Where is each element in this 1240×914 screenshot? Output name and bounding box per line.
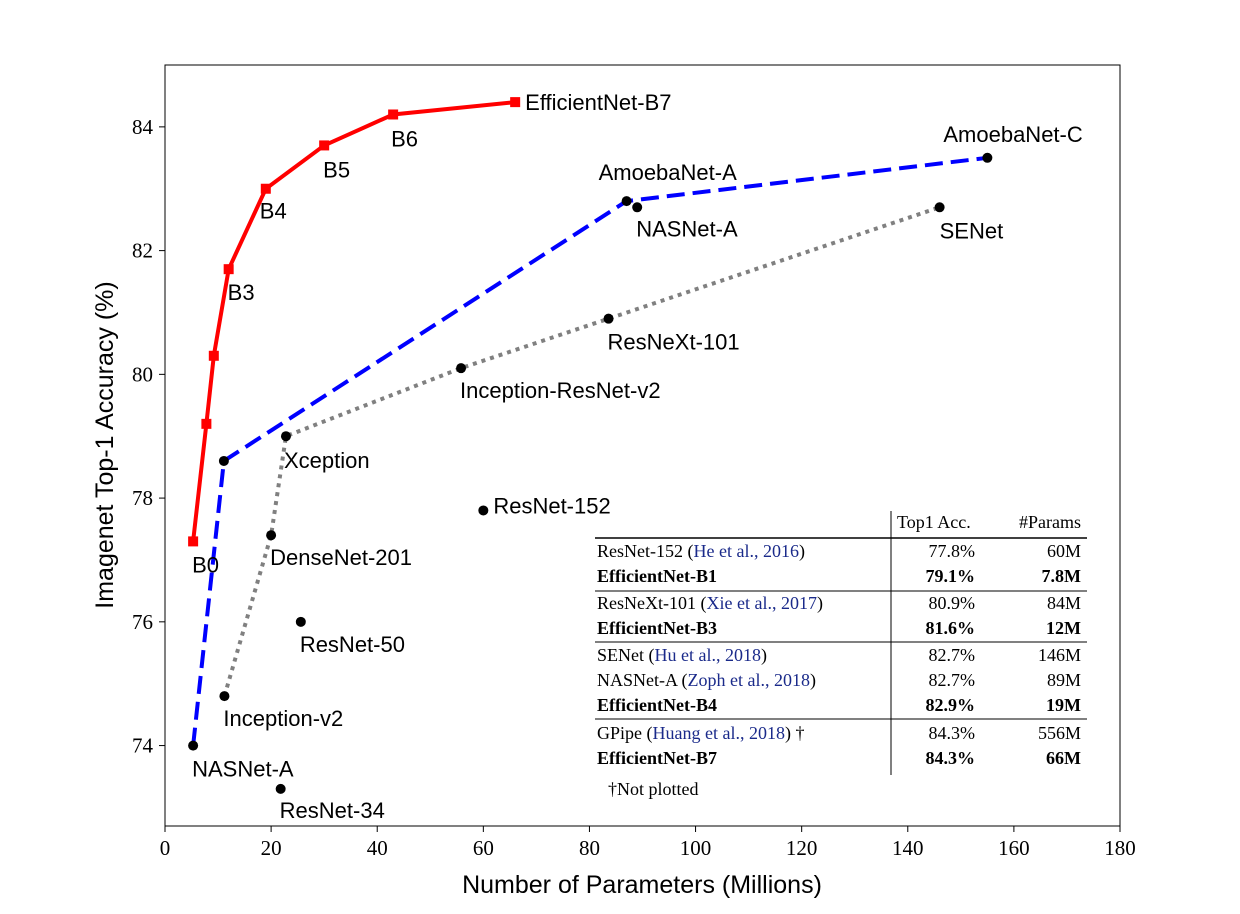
point-label: ResNet-34 xyxy=(280,798,385,823)
table-row-model: EfficientNet-B7 xyxy=(597,748,717,768)
data-point xyxy=(295,616,306,627)
data-point xyxy=(218,455,229,466)
y-tick-label: 82 xyxy=(132,239,153,263)
table-row-model: EfficientNet-B1 xyxy=(597,566,717,586)
table-footnote: †Not plotted xyxy=(608,779,699,799)
y-tick-label: 76 xyxy=(132,610,153,634)
data-point xyxy=(982,152,993,163)
data-point xyxy=(456,363,467,374)
x-tick-label: 100 xyxy=(680,836,712,860)
table-header: #Params xyxy=(1019,512,1081,532)
table-row-acc: 81.6% xyxy=(926,618,976,638)
point-label: Inception-v2 xyxy=(223,706,343,731)
series-line xyxy=(191,155,988,746)
y-axis-label: Imagenet Top-1 Accuracy (%) xyxy=(91,281,119,608)
data-point xyxy=(275,783,286,794)
y-tick-label: 74 xyxy=(132,734,154,758)
table-row-acc: 82.9% xyxy=(926,695,976,715)
data-point xyxy=(201,418,212,429)
data-point xyxy=(208,350,219,361)
table-row-model: EfficientNet-B3 xyxy=(597,618,717,638)
point-label: AmoebaNet-A xyxy=(599,160,738,185)
point-label: NASNet-A xyxy=(192,757,294,782)
table-row-params: 12M xyxy=(1046,618,1081,638)
data-point xyxy=(266,530,277,541)
point-label: AmoebaNet-C xyxy=(943,122,1083,147)
table-row-model: NASNet-A (Zoph et al., 2018) xyxy=(597,670,816,691)
point-label: B5 xyxy=(323,157,350,182)
point-label: ResNet-50 xyxy=(300,632,405,657)
data-point xyxy=(621,196,632,207)
data-point xyxy=(223,264,234,275)
y-tick-label: 78 xyxy=(132,486,153,510)
table-row-acc: 80.9% xyxy=(929,593,976,613)
data-point xyxy=(632,202,643,213)
data-point xyxy=(478,505,489,516)
data-point xyxy=(260,183,271,194)
point-label: Xception xyxy=(284,448,370,473)
table-row-acc: 77.8% xyxy=(929,541,976,561)
table-row-model: ResNet-152 (He et al., 2016) xyxy=(597,541,805,562)
y-tick-label: 80 xyxy=(132,362,153,386)
table-row-acc: 84.3% xyxy=(929,723,976,743)
data-point xyxy=(219,691,230,702)
x-tick-label: 0 xyxy=(160,836,171,860)
x-axis-label: Number of Parameters (Millions) xyxy=(462,871,822,899)
table-row-params: 84M xyxy=(1047,593,1081,613)
x-tick-label: 80 xyxy=(579,836,600,860)
point-label: DenseNet-201 xyxy=(270,545,412,570)
point-label: EfficientNet-B7 xyxy=(525,90,671,115)
series-line xyxy=(191,100,516,542)
y-tick-label: 84 xyxy=(132,115,154,139)
point-label: NASNet-A xyxy=(636,216,738,241)
x-tick-label: 160 xyxy=(998,836,1030,860)
x-tick-label: 180 xyxy=(1104,836,1136,860)
data-point xyxy=(188,536,199,547)
table-row-model: GPipe (Huang et al., 2018) † xyxy=(597,723,804,744)
series-line xyxy=(222,205,941,697)
table-row-acc: 79.1% xyxy=(926,566,976,586)
point-label: ResNet-152 xyxy=(493,493,610,518)
x-tick-label: 60 xyxy=(473,836,494,860)
point-label: B0 xyxy=(192,552,219,577)
data-point xyxy=(934,202,945,213)
point-label: B3 xyxy=(228,280,255,305)
point-label: ResNeXt-101 xyxy=(608,330,740,355)
data-point xyxy=(280,431,291,442)
comparison-table: Top1 Acc. #Params ResNet-152 (He et al., 2… xyxy=(595,511,1087,799)
table-row-model: EfficientNet-B4 xyxy=(597,695,717,715)
plot-frame xyxy=(164,64,1121,827)
data-point xyxy=(188,740,199,751)
table-row-params: 7.8M xyxy=(1042,566,1082,586)
table-row-params: 19M xyxy=(1046,695,1081,715)
table-row-model: SENet (Hu et al., 2018) xyxy=(597,645,767,666)
table-row-acc: 84.3% xyxy=(926,748,976,768)
table-row-params: 556M xyxy=(1038,723,1081,743)
table-row-acc: 82.7% xyxy=(929,645,976,665)
data-point xyxy=(603,313,614,324)
table-row-params: 66M xyxy=(1046,748,1081,768)
table-row-acc: 82.7% xyxy=(929,670,976,690)
data-point xyxy=(388,109,399,120)
data-point xyxy=(510,97,521,108)
x-tick-label: 140 xyxy=(892,836,924,860)
data-point xyxy=(319,140,330,151)
point-label: Inception-ResNet-v2 xyxy=(460,378,661,403)
point-label: B4 xyxy=(260,199,287,224)
x-tick-label: 40 xyxy=(367,836,388,860)
table-row-params: 89M xyxy=(1047,670,1081,690)
table-header: Top1 Acc. xyxy=(897,512,971,532)
table-row-model: ResNeXt-101 (Xie et al., 2017) xyxy=(597,593,823,614)
point-label: SENet xyxy=(940,218,1004,243)
table-row-params: 60M xyxy=(1047,541,1081,561)
point-label: B6 xyxy=(391,126,418,151)
x-tick-label: 20 xyxy=(261,836,282,860)
table-row-params: 146M xyxy=(1038,645,1081,665)
x-tick-label: 120 xyxy=(786,836,818,860)
